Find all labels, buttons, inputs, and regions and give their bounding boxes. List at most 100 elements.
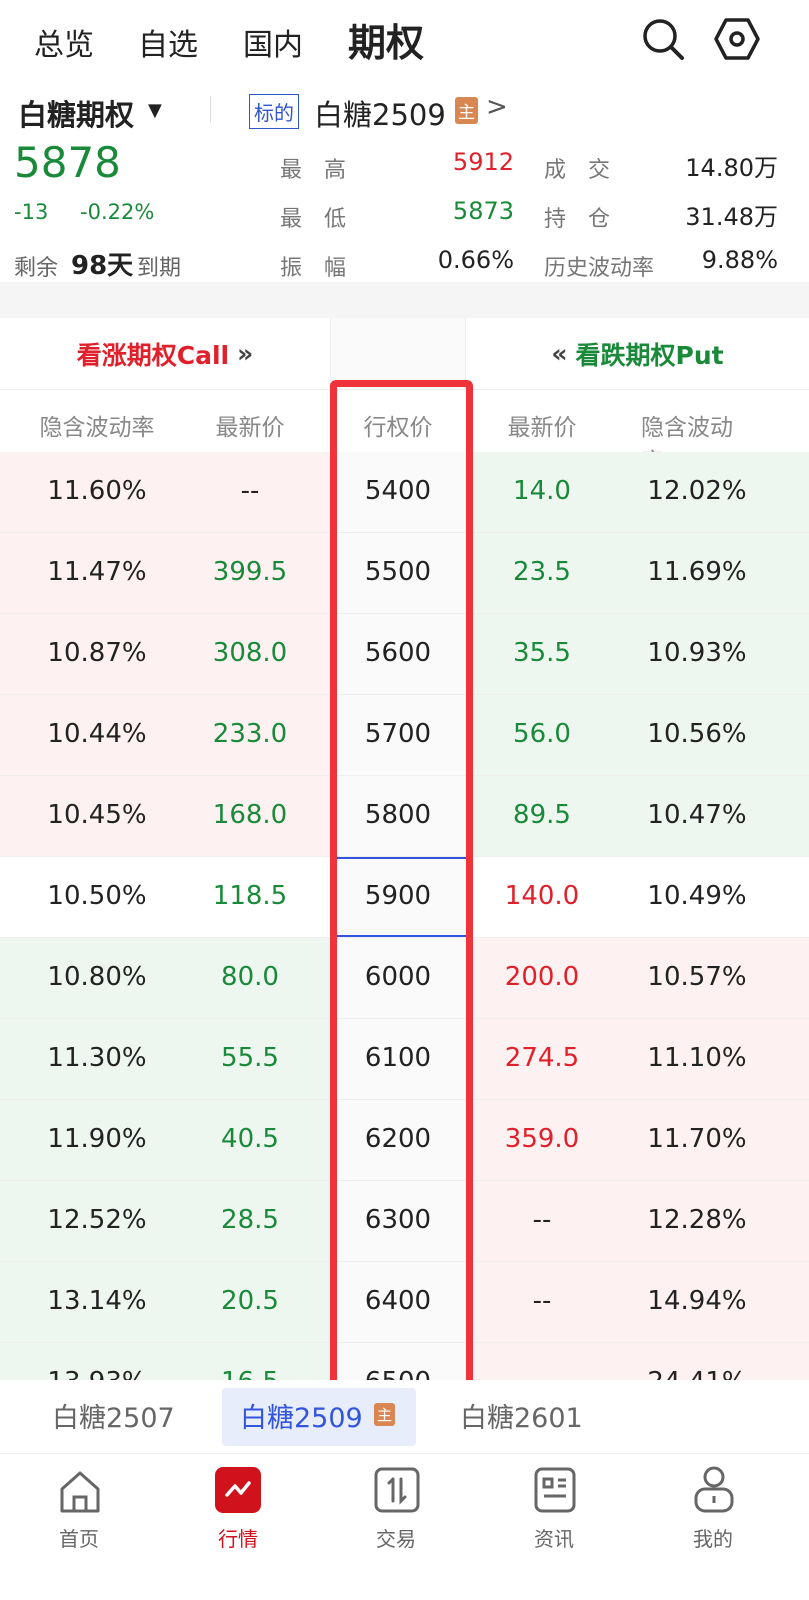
put-iv: 10.47% — [647, 800, 747, 830]
put-iv: 10.56% — [647, 719, 747, 749]
quote-header: 白糖期权 ▼ 标的 白糖2509 主 > 5878 -13 -0.22% 剩余 … — [0, 80, 809, 281]
hist-vol-value: 9.88% — [701, 246, 778, 274]
option-row[interactable]: 11.30% 55.5 6100 274.5 11.10% — [0, 1019, 809, 1100]
strike-price: 5700 — [364, 719, 432, 749]
call-price: 399.5 — [212, 557, 288, 587]
settings-icon[interactable] — [714, 16, 760, 62]
contract-tab-2507[interactable]: 白糖2507 — [52, 1403, 175, 1434]
search-icon[interactable] — [640, 16, 686, 62]
put-side[interactable] — [470, 1181, 809, 1261]
option-row[interactable]: 10.50% 118.5 5900 140.0 10.49% — [0, 857, 809, 938]
strike-cell — [330, 614, 470, 694]
put-side[interactable] — [470, 614, 809, 694]
call-iv: 11.90% — [47, 1124, 147, 1154]
low-value: 5873 — [452, 197, 514, 225]
option-row[interactable]: 10.45% 168.0 5800 89.5 10.47% — [0, 776, 809, 857]
market-icon — [215, 1467, 261, 1513]
tab-overview[interactable]: 总览 — [34, 28, 94, 63]
put-side[interactable] — [470, 1019, 809, 1099]
profile-icon — [694, 1466, 734, 1513]
put-side[interactable] — [470, 533, 809, 613]
call-side[interactable] — [0, 1181, 330, 1261]
put-side[interactable] — [470, 452, 809, 532]
nav-market[interactable]: 行情 — [188, 1455, 288, 1600]
volume-value: 14.80万 — [685, 154, 778, 182]
call-side[interactable] — [0, 1262, 330, 1342]
underlying-tag: 标的 — [249, 94, 299, 129]
call-side[interactable] — [0, 776, 330, 856]
option-row[interactable]: 11.60% -- 5400 14.0 12.02% — [0, 452, 809, 533]
nav-label: 行情 — [218, 1527, 258, 1551]
strike-cell — [330, 776, 470, 856]
call-header[interactable]: 看涨期权Call » — [0, 318, 330, 390]
call-iv: 10.50% — [47, 881, 147, 911]
put-side[interactable] — [470, 938, 809, 1018]
put-side[interactable] — [470, 1262, 809, 1342]
call-iv: 11.47% — [47, 557, 147, 587]
call-price: 28.5 — [221, 1205, 279, 1235]
contract-tab-2601[interactable]: 白糖2601 — [460, 1403, 583, 1434]
call-price: 308.0 — [212, 638, 288, 668]
col-call-iv: 隐含波动率 — [39, 415, 155, 441]
call-price: 80.0 — [221, 962, 279, 992]
remaining-label: 剩余 — [14, 256, 59, 281]
strike-price: 6300 — [364, 1205, 432, 1235]
main-badge: 主 — [374, 1403, 396, 1426]
nav-home[interactable]: 首页 — [29, 1455, 129, 1600]
news-icon — [534, 1467, 576, 1513]
option-row[interactable]: 10.80% 80.0 6000 200.0 10.57% — [0, 938, 809, 1019]
put-price: 56.0 — [513, 719, 571, 749]
option-row[interactable]: 11.47% 399.5 5500 23.5 11.69% — [0, 533, 809, 614]
tab-domestic[interactable]: 国内 — [243, 28, 303, 63]
strike-price: 6000 — [364, 962, 432, 992]
call-side[interactable] — [0, 614, 330, 694]
call-side[interactable] — [0, 938, 330, 1018]
put-iv: 14.94% — [647, 1286, 747, 1316]
contract-tab-2509[interactable]: 白糖2509 主 — [222, 1388, 416, 1446]
call-side[interactable] — [0, 533, 330, 613]
low-label: 最 低 — [280, 207, 347, 232]
put-iv: 12.28% — [647, 1205, 747, 1235]
tab-watchlist[interactable]: 自选 — [138, 28, 198, 63]
nav-trade[interactable]: 交易 — [346, 1455, 446, 1600]
open-interest-label: 持 仓 — [544, 207, 611, 232]
put-iv: 12.02% — [647, 476, 747, 506]
chevron-right-icon[interactable]: > — [486, 92, 508, 122]
call-side[interactable] — [0, 452, 330, 532]
strike-cell — [330, 1181, 470, 1261]
call-side[interactable] — [0, 1100, 330, 1180]
high-label: 最 高 — [280, 158, 347, 183]
amplitude-label: 振 幅 — [280, 256, 347, 281]
underlying-contract[interactable]: 白糖2509 — [314, 98, 446, 132]
dropdown-icon[interactable]: ▼ — [148, 100, 162, 121]
section-gap — [0, 282, 809, 318]
put-header[interactable]: « 看跌期权Put — [466, 318, 809, 390]
double-chevron-left-icon: « — [551, 339, 568, 368]
call-side[interactable] — [0, 695, 330, 775]
nav-news[interactable]: 资讯 — [504, 1455, 604, 1600]
call-side[interactable] — [0, 1019, 330, 1099]
strike-header-spacer — [330, 318, 466, 390]
option-row[interactable]: 11.90% 40.5 6200 359.0 11.70% — [0, 1100, 809, 1181]
strike-cell — [330, 1262, 470, 1342]
option-row[interactable]: 10.87% 308.0 5600 35.5 10.93% — [0, 614, 809, 695]
call-iv: 12.52% — [47, 1205, 147, 1235]
tab-options[interactable]: 期权 — [348, 21, 425, 65]
call-price: 40.5 — [221, 1124, 279, 1154]
nav-label: 资讯 — [534, 1527, 574, 1551]
nav-profile[interactable]: 我的 — [663, 1455, 763, 1600]
option-row[interactable]: 12.52% 28.5 6300 -- 12.28% — [0, 1181, 809, 1262]
put-side[interactable] — [470, 1100, 809, 1180]
call-iv: 11.60% — [47, 476, 147, 506]
bottom-navigation: 首页 行情 交易 资讯 我的 — [0, 1455, 809, 1600]
put-price: -- — [532, 1286, 552, 1316]
price-change: -13 — [14, 200, 49, 224]
put-side[interactable] — [470, 776, 809, 856]
option-row[interactable]: 13.14% 20.5 6400 -- 14.94% — [0, 1262, 809, 1343]
option-row[interactable]: 10.44% 233.0 5700 56.0 10.56% — [0, 695, 809, 776]
nav-label: 交易 — [376, 1527, 416, 1551]
put-iv: 10.57% — [647, 962, 747, 992]
put-side[interactable] — [470, 695, 809, 775]
product-selector[interactable]: 白糖期权 — [18, 98, 135, 132]
contract-tab-label: 白糖2509 — [240, 1403, 363, 1434]
